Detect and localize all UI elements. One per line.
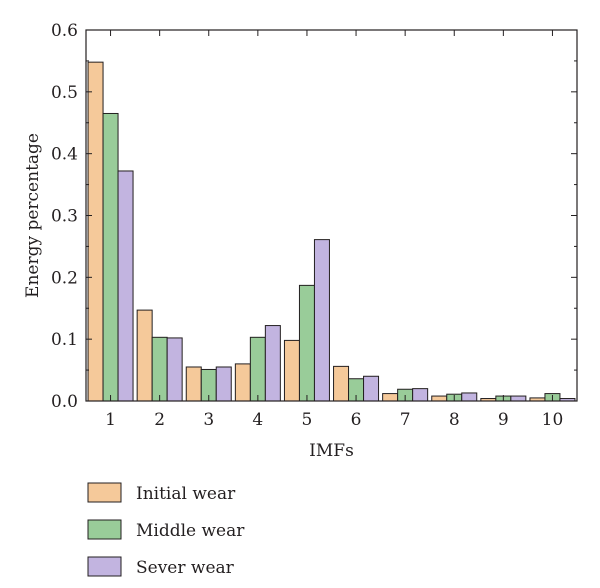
x-tick-label: 4 <box>252 410 263 430</box>
x-tick-label: 3 <box>203 410 214 430</box>
bar-initial-wear-6 <box>333 365 350 402</box>
legend-label: Initial wear <box>136 484 236 504</box>
bar-sever-wear-8 <box>461 392 478 402</box>
y-tick-label: 0.5 <box>51 83 78 103</box>
bar-sever-wear-6 <box>363 375 380 402</box>
legend: Initial wear Middle wear Sever wear <box>87 482 245 578</box>
bar-middle-wear-2 <box>151 336 168 402</box>
bar-sever-wear-4 <box>264 325 281 402</box>
x-axis: 1 2 3 4 5 6 7 8 9 10 <box>105 30 563 430</box>
y-tick-label: 0.4 <box>51 145 78 165</box>
y-tick-label: 0.3 <box>51 207 78 227</box>
legend-swatch-sever-wear <box>87 556 122 577</box>
bar-sever-wear-9 <box>510 395 527 402</box>
x-tick-label: 8 <box>449 410 460 430</box>
y-tick-label: 0.0 <box>51 392 78 412</box>
x-tick-label: 7 <box>400 410 411 430</box>
bar-initial-wear-7 <box>382 393 399 402</box>
bar-sever-wear-5 <box>313 239 330 402</box>
legend-label: Sever wear <box>136 558 235 578</box>
bar-middle-wear-4 <box>249 336 266 402</box>
x-tick-label: 6 <box>351 410 362 430</box>
bar-initial-wear-8 <box>431 395 448 402</box>
bar-middle-wear-5 <box>298 284 315 402</box>
bar-initial-wear-2 <box>136 309 153 402</box>
bar-initial-wear-5 <box>283 339 300 402</box>
x-tick-label: 1 <box>105 410 116 430</box>
y-axis: 0.0 0.1 0.2 0.3 0.4 0.5 0.6 <box>51 21 577 412</box>
y-tick-label: 0.1 <box>51 330 78 350</box>
y-tick-label: 0.6 <box>51 21 78 41</box>
bar-sever-wear-3 <box>215 366 232 402</box>
y-axis-title: Energy percentage <box>23 133 43 298</box>
bar-initial-wear-1 <box>87 61 104 402</box>
bar-middle-wear-1 <box>102 112 119 402</box>
legend-swatch-initial-wear <box>87 482 122 503</box>
plot-area <box>85 29 578 402</box>
bar-initial-wear-4 <box>234 363 251 402</box>
x-tick-label: 5 <box>302 410 313 430</box>
x-tick-label: 10 <box>542 410 564 430</box>
bar-initial-wear-3 <box>185 366 202 402</box>
bar-sever-wear-2 <box>166 337 183 402</box>
bar-sever-wear-7 <box>412 388 429 402</box>
x-axis-title: IMFs <box>309 441 354 461</box>
legend-label: Middle wear <box>136 521 245 541</box>
bar-sever-wear-1 <box>117 170 134 402</box>
y-tick-label: 0.2 <box>51 268 78 288</box>
x-tick-label: 9 <box>498 410 509 430</box>
x-tick-label: 2 <box>154 410 165 430</box>
legend-swatch-middle-wear <box>87 519 122 540</box>
